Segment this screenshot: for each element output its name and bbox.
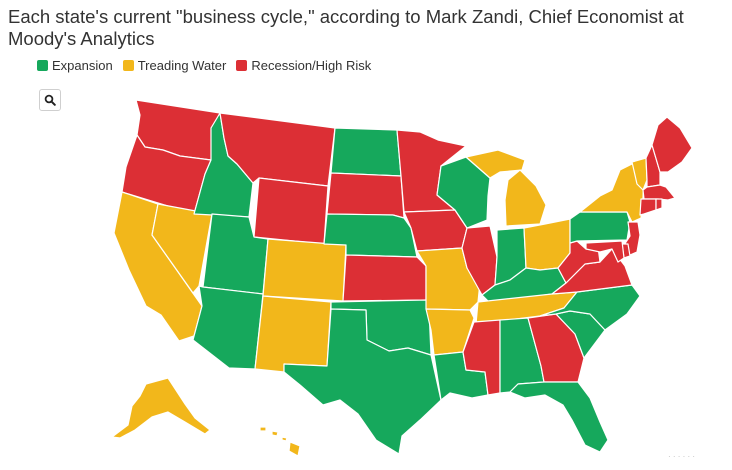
legend-swatch-treading-water <box>122 60 134 71</box>
search-icon <box>44 94 56 106</box>
state-MT[interactable] <box>219 112 336 187</box>
state-SD[interactable] <box>326 172 405 219</box>
state-PA[interactable] <box>569 211 631 244</box>
state-MD[interactable] <box>585 240 625 263</box>
footer-mark: · · · · · · <box>668 452 696 461</box>
legend-item-expansion[interactable]: Expansion <box>37 58 113 73</box>
state-NM[interactable] <box>254 295 332 373</box>
legend-item-treading-water[interactable]: Treading Water <box>122 58 227 73</box>
legend-swatch-recession <box>236 60 248 71</box>
state-MA[interactable] <box>642 184 676 201</box>
state-CO[interactable] <box>262 238 347 302</box>
legend: Expansion Treading Water Recession/High … <box>37 58 371 73</box>
search-button[interactable] <box>39 89 61 111</box>
legend-swatch-expansion <box>37 60 48 71</box>
state-KS[interactable] <box>342 254 427 302</box>
state-VT[interactable] <box>631 157 648 191</box>
state-ND[interactable] <box>330 127 402 177</box>
legend-label-recession: Recession/High Risk <box>251 58 372 73</box>
legend-label-treading-water: Treading Water <box>137 58 227 73</box>
state-TX[interactable] <box>283 308 442 455</box>
state-CT[interactable] <box>639 198 657 216</box>
state-MI[interactable] <box>465 149 547 227</box>
state-RI[interactable] <box>655 198 663 211</box>
state-AZ[interactable] <box>192 285 264 370</box>
state-WY[interactable] <box>253 177 329 245</box>
state-FL[interactable] <box>509 381 609 453</box>
state-AK[interactable] <box>111 377 211 439</box>
map-title: Each state's current "business cycle," a… <box>8 6 684 49</box>
state-HI[interactable] <box>259 426 301 457</box>
state-ME[interactable] <box>651 116 693 173</box>
legend-label-expansion: Expansion <box>52 58 113 73</box>
legend-item-recession[interactable]: Recession/High Risk <box>236 58 371 73</box>
